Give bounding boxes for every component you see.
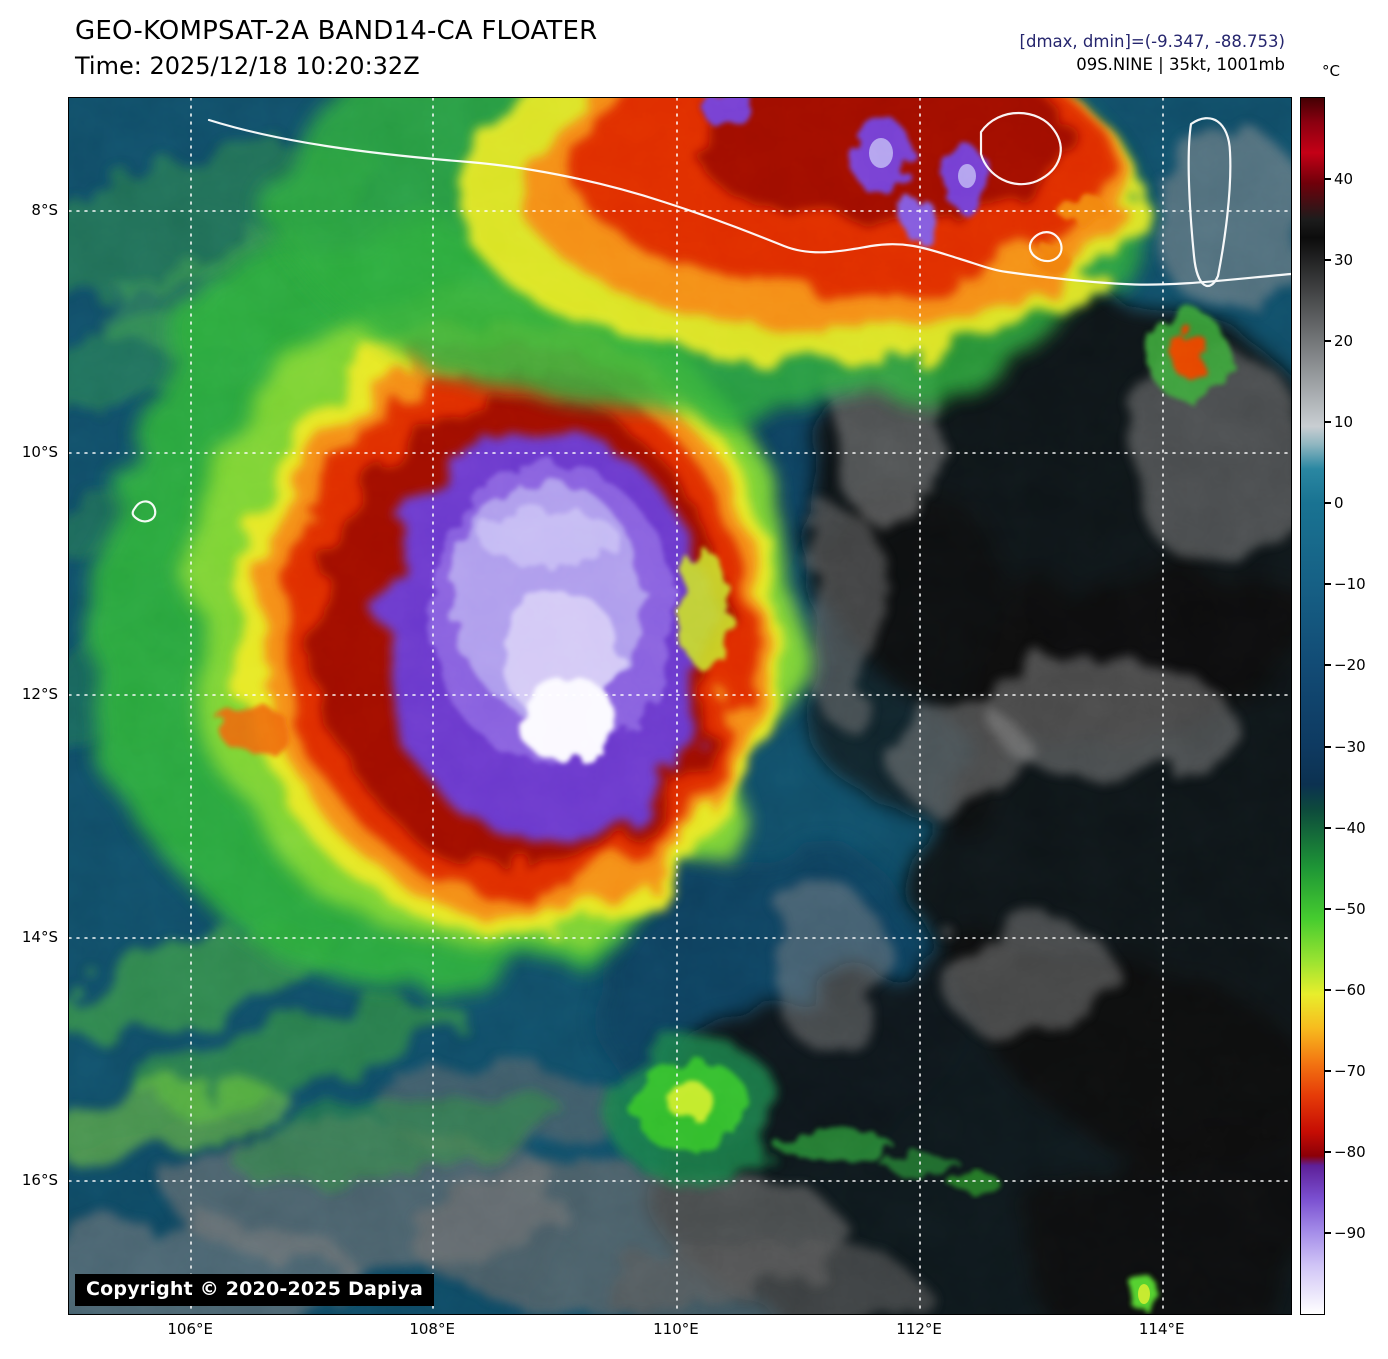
colorbar-tick-label: −80 [1334, 1142, 1366, 1161]
lon-axis: 106°E 108°E 110°E 112°E 114°E [68, 1320, 1290, 1350]
lon-tick-label: 112°E [896, 1320, 942, 1338]
colorbar-tick-label: 40 [1334, 170, 1354, 189]
lon-tick-label: 108°E [409, 1320, 455, 1338]
lat-tick-label: 16°S [21, 1171, 58, 1190]
lat-axis: 8°S 10°S 12°S 14°S 16°S [0, 97, 64, 1313]
colorbar-tick-mark [1325, 583, 1331, 586]
colorbar-tick-mark [1325, 907, 1331, 910]
colorbar-tick-mark [1325, 664, 1331, 667]
colorbar-tick-mark [1325, 1231, 1331, 1234]
colorbar-tick-mark [1325, 745, 1331, 748]
lat-tick-label: 14°S [21, 928, 58, 947]
colorbar-tick-mark [1325, 1150, 1331, 1153]
lon-tick-label: 114°E [1138, 1320, 1185, 1338]
colorbar-tick-label: −30 [1334, 737, 1366, 756]
colorbar-tick-label: −60 [1334, 980, 1366, 999]
satellite-plot: Copyright © 2020-2025 Dapiya [68, 97, 1292, 1315]
colorbar-tick-label: 30 [1334, 251, 1354, 270]
colorbar-tick-label: −90 [1334, 1223, 1366, 1242]
figure-title: GEO-KOMPSAT-2A BAND14-CA FLOATER [75, 16, 598, 46]
lat-tick-label: 12°S [21, 685, 58, 704]
colorbar-tick-mark [1325, 988, 1331, 991]
coastline [131, 111, 1291, 523]
colorbar-tick-label: 0 [1334, 494, 1344, 513]
lon-tick-label: 106°E [167, 1320, 213, 1338]
copyright-badge: Copyright © 2020-2025 Dapiya [75, 1274, 435, 1306]
figure-time: Time: 2025/12/18 10:20:32Z [75, 52, 420, 80]
colorbar-tick-label: −10 [1334, 575, 1366, 594]
colorbar-ticks: 40 30 20 10 0 −10 −20 −30 −40 −50 −60 −70 −80 −90 [1301, 98, 1366, 1314]
gridlines [69, 98, 1291, 1314]
lon-tick-label: 110°E [653, 1320, 699, 1338]
header-info: [dmax, dmin]=(-9.347, -88.753) 09S.NINE … [0, 30, 1285, 77]
colorbar-tick-mark [1325, 502, 1331, 505]
colorbar-gradient [1301, 98, 1324, 1314]
texture-noise-dark [69, 98, 1291, 1314]
colorbar-tick-mark [1325, 178, 1331, 181]
colorbar-tick-mark [1325, 340, 1331, 343]
colorbar-tick-label: 20 [1334, 332, 1354, 351]
lat-tick-label: 10°S [21, 443, 58, 462]
colorbar-tick-label: −50 [1334, 899, 1366, 918]
colorbar-unit: °C [1322, 62, 1340, 80]
colorbar-tick-mark [1325, 1069, 1331, 1072]
colorbar-tick-mark [1325, 421, 1331, 424]
colorbar-tick-label: −40 [1334, 818, 1366, 837]
colorbar-tick-label: −20 [1334, 656, 1366, 675]
colorbar-tick-label: −70 [1334, 1061, 1366, 1080]
lat-tick-label: 8°S [31, 201, 58, 220]
colorbar: 40 30 20 10 0 −10 −20 −30 −40 −50 −60 −70 −80 −90 [1300, 97, 1366, 1315]
dmax-dmin-text: [dmax, dmin]=(-9.347, -88.753) [1019, 32, 1285, 51]
satellite-image [69, 98, 1291, 1314]
colorbar-tick-mark [1325, 826, 1331, 829]
colorbar-tick-label: 10 [1334, 413, 1354, 432]
storm-info-text: 09S.NINE | 35kt, 1001mb [1076, 55, 1285, 75]
colorbar-tick-mark [1325, 259, 1331, 262]
